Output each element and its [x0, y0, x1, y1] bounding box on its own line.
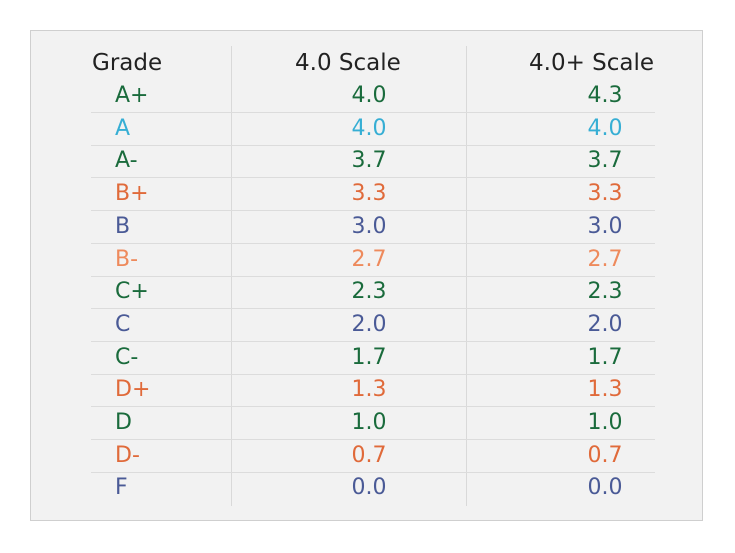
header-4-0-scale: 4.0 Scale	[295, 50, 401, 76]
scale-4-0-plus-cell: 3.0	[587, 213, 623, 239]
scale-4-0-plus-cell: 1.0	[587, 410, 623, 435]
grade-cell: A	[115, 115, 131, 141]
row-divider	[91, 112, 655, 113]
scale-4-0-cell: 3.7	[351, 148, 387, 174]
scale-4-0-plus-cell: 2.7	[587, 246, 623, 272]
scale-4-0-plus-cell: 0.0	[587, 475, 623, 501]
row-divider	[91, 210, 655, 212]
table-row: D- 0.7 0.7	[91, 440, 655, 473]
scale-4-0-cell: 1.0	[351, 410, 387, 435]
row-divider	[91, 373, 655, 375]
scale-4-0-cell: 2.3	[351, 279, 387, 305]
grade-cell: A-	[115, 148, 138, 174]
table-row: C 2.0 2.0	[91, 309, 655, 342]
row-divider	[91, 406, 655, 408]
table-row: B- 2.7 2.7	[91, 244, 655, 277]
grade-cell: C	[115, 311, 131, 337]
table-row: A+ 4.0 4.3	[91, 80, 655, 113]
row-divider	[91, 144, 655, 146]
scale-4-0-cell: 1.7	[351, 344, 387, 370]
grade-cell: A+	[115, 83, 149, 108]
grade-cell: F	[115, 475, 128, 501]
scale-4-0-cell: 1.3	[351, 377, 387, 403]
grade-scale-table: Grade 4.0 Scale 4.0+ Scale A+ 4.0 4.3 A 4.0 4…	[30, 30, 703, 521]
scale-4-0-plus-cell: 1.3	[587, 377, 623, 403]
row-divider	[91, 471, 655, 473]
grade-cell: D+	[115, 377, 151, 403]
table-row: C+ 2.3 2.3	[91, 276, 655, 310]
grade-cell: D-	[115, 442, 140, 468]
grade-cell: B-	[115, 246, 139, 272]
header-grade: Grade	[92, 50, 163, 76]
grade-cell: C-	[115, 344, 139, 370]
scale-4-0-cell: 3.0	[351, 213, 387, 239]
scale-4-0-plus-cell: 3.3	[587, 181, 623, 207]
scale-4-0-plus-cell: 2.0	[587, 311, 623, 337]
scale-4-0-plus-cell: 4.0	[587, 115, 623, 141]
scale-4-0-plus-cell: 1.7	[587, 344, 623, 370]
table-row: A- 3.7 3.7	[91, 145, 655, 179]
row-divider	[91, 308, 655, 310]
scale-4-0-cell: 4.0	[351, 83, 387, 108]
header-4-0-plus-scale: 4.0+ Scale	[529, 50, 655, 76]
scale-4-0-plus-cell: 3.7	[587, 148, 623, 174]
scale-4-0-cell: 2.7	[351, 246, 387, 272]
scale-4-0-cell: 0.7	[351, 442, 387, 468]
table-row: D+ 1.3 1.3	[91, 374, 655, 408]
table-row: F 0.0 0.0	[91, 472, 655, 505]
scale-4-0-cell: 3.3	[351, 181, 387, 207]
table-row: B 3.0 3.0	[91, 211, 655, 244]
grade-cell: C+	[115, 279, 149, 305]
table-row: A 4.0 4.0	[91, 113, 655, 146]
scale-4-0-plus-cell: 2.3	[587, 279, 623, 305]
grade-cell: D	[115, 410, 132, 435]
row-divider	[91, 177, 655, 179]
row-divider	[91, 275, 655, 277]
grade-cell: B	[115, 213, 131, 239]
scale-4-0-cell: 2.0	[351, 311, 387, 337]
row-divider	[91, 439, 655, 440]
table-row: C- 1.7 1.7	[91, 342, 655, 375]
table-row: D 1.0 1.0	[91, 407, 655, 440]
scale-4-0-plus-cell: 4.3	[587, 83, 623, 108]
scale-4-0-plus-cell: 0.7	[587, 442, 623, 468]
row-divider	[91, 340, 655, 342]
scale-4-0-cell: 4.0	[351, 115, 387, 141]
grade-cell: B+	[115, 181, 149, 207]
table-row: B+ 3.3 3.3	[91, 178, 655, 212]
row-divider	[91, 242, 655, 244]
scale-4-0-cell: 0.0	[351, 475, 387, 501]
